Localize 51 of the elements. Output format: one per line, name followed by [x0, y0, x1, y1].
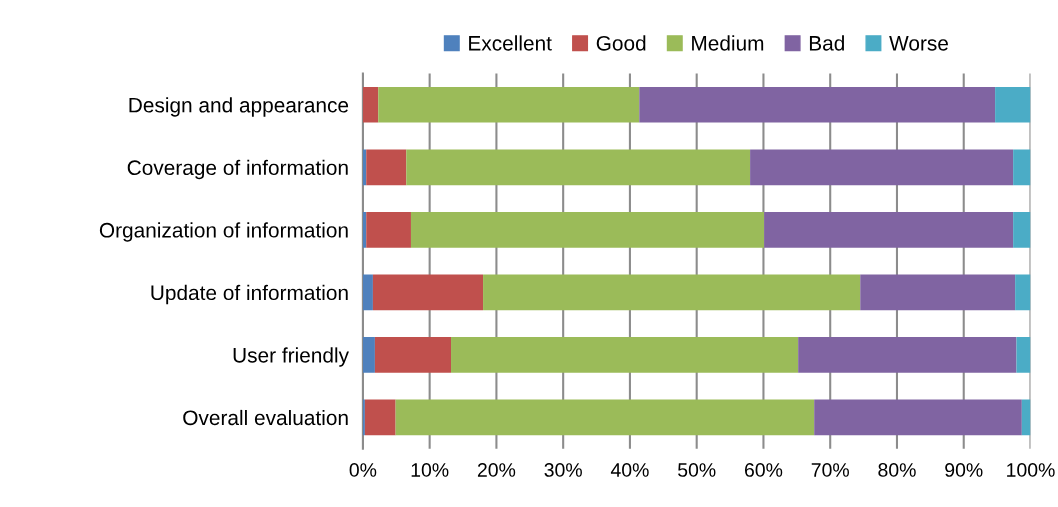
bar	[750, 149, 1014, 186]
x-tick-label: 30%	[544, 463, 582, 477]
legend-label: Worse	[889, 36, 948, 51]
bar	[798, 337, 1017, 373]
bar	[1015, 274, 1031, 311]
bar	[362, 212, 367, 248]
y-tick-label: Update of information	[151, 284, 348, 305]
bar	[764, 212, 1014, 248]
legend-label: Good	[596, 35, 646, 51]
bar	[366, 212, 411, 248]
bar	[362, 399, 365, 436]
x-tick-label: 0%	[349, 463, 377, 477]
bar	[1013, 149, 1031, 186]
bar	[1021, 399, 1031, 436]
y-tick-label: User friendly	[233, 347, 349, 367]
x-tick-label: 90%	[945, 463, 983, 477]
bar	[362, 86, 379, 123]
bar	[639, 86, 996, 123]
bar	[406, 149, 751, 186]
y-tick-label: Design and appearance	[129, 97, 349, 117]
legend-label: Excellent	[469, 35, 552, 51]
bar	[995, 86, 1031, 123]
bar	[378, 86, 640, 123]
bar	[374, 337, 452, 373]
x-tick-label: 10%	[411, 463, 449, 477]
bar	[395, 399, 815, 436]
bar	[860, 274, 1016, 311]
bar	[410, 212, 765, 248]
x-tick-label: 40%	[610, 463, 649, 477]
bar	[362, 337, 375, 373]
bar	[366, 149, 407, 186]
x-tick-label: 60%	[744, 463, 783, 477]
y-tick-label: Overall evaluation	[183, 409, 348, 426]
x-tick-label: 20%	[477, 463, 516, 477]
legend-label: Bad	[809, 35, 844, 51]
x-tick-label: 70%	[811, 463, 849, 477]
bar	[372, 274, 484, 311]
bar	[1013, 212, 1031, 248]
bar	[362, 149, 367, 186]
legend-label: Medium	[692, 35, 764, 51]
bar	[451, 337, 799, 373]
bar	[483, 274, 861, 311]
y-tick-label: Organization of information	[99, 222, 348, 242]
bar	[362, 274, 373, 311]
bar	[1016, 337, 1031, 373]
bar	[814, 399, 1022, 436]
bar	[364, 399, 396, 436]
y-tick-label: Coverage of information	[127, 159, 348, 180]
x-tick-label: 100%	[1007, 463, 1055, 477]
x-tick-label: 50%	[678, 463, 716, 477]
x-tick-label: 80%	[878, 463, 916, 477]
